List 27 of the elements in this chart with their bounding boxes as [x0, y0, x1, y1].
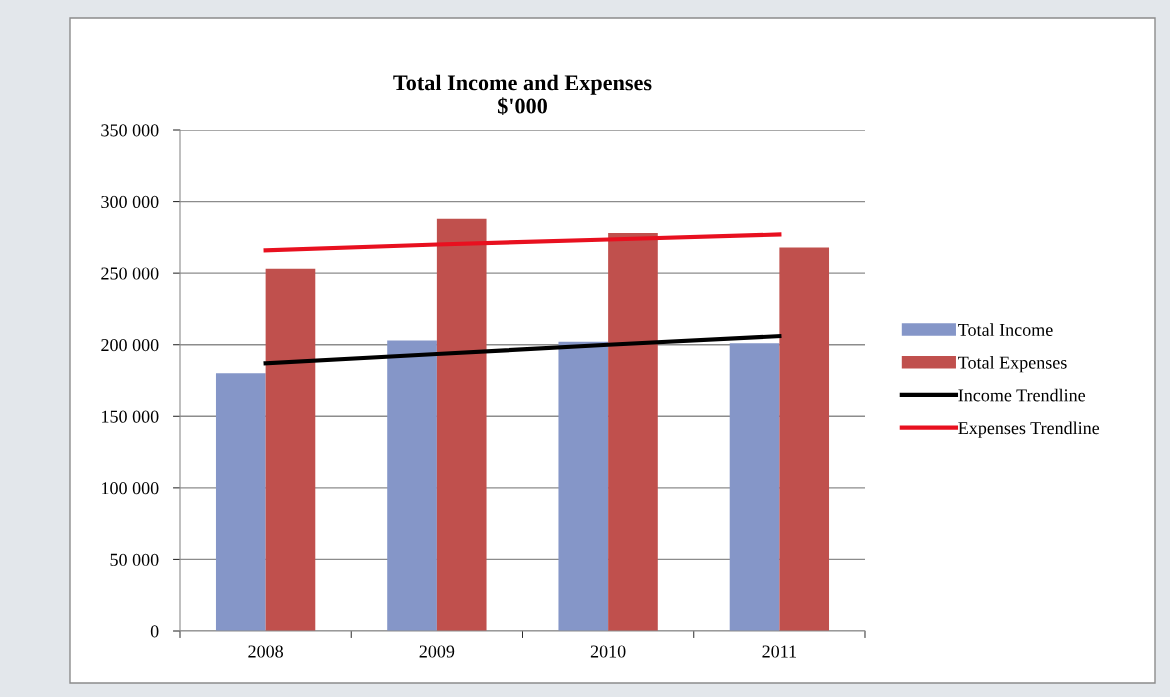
- legend-label: Total Expenses: [958, 356, 1067, 373]
- bar: [779, 247, 830, 631]
- x-tick-label: 2011: [762, 645, 797, 658]
- y-tick-label: 100 000: [102, 482, 159, 495]
- legend-label: Total Income: [958, 323, 1053, 336]
- y-tick-label: 300 000: [101, 195, 159, 209]
- line-series: [263, 334, 782, 366]
- y-tick-label: 350 000: [101, 124, 159, 137]
- x-tick-label: 2008: [248, 645, 283, 658]
- x-tick-label: 2010: [590, 645, 626, 658]
- bar: [729, 343, 780, 631]
- bar: [558, 341, 609, 631]
- bar: [215, 373, 266, 631]
- y-tick-label: 50 000: [110, 553, 159, 566]
- bar: [436, 218, 487, 631]
- legend-label: Expenses Trendline: [958, 421, 1100, 438]
- y-tick-label: 150 000: [102, 410, 159, 423]
- bar: [265, 268, 316, 631]
- bar: [387, 340, 437, 631]
- bar: [608, 233, 658, 631]
- y-tick-label: 250 000: [101, 267, 159, 280]
- line-series: [263, 232, 782, 253]
- y-tick-label: 0: [150, 625, 159, 638]
- chart-title: Total Income and Expenses $'000: [393, 74, 652, 116]
- x-tick-label: 2009: [419, 645, 455, 658]
- y-tick-label: 200 000: [101, 338, 159, 352]
- legend-label: Income Trendline: [958, 388, 1086, 402]
